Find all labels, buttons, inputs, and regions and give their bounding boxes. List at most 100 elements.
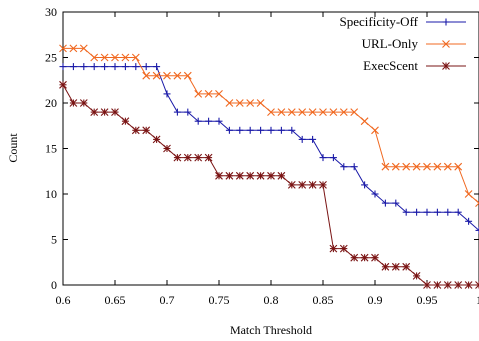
data-point	[350, 163, 358, 171]
data-point	[423, 281, 431, 289]
data-point	[433, 281, 442, 289]
data-point	[59, 80, 67, 89]
series-line-specificity-off	[63, 66, 479, 231]
data-point	[173, 153, 182, 162]
data-point	[287, 108, 296, 116]
data-point	[277, 108, 286, 116]
data-point	[350, 253, 359, 262]
data-point	[381, 262, 390, 271]
data-point	[371, 126, 379, 135]
data-point	[163, 144, 171, 153]
data-point	[444, 208, 452, 216]
data-point	[173, 71, 182, 80]
data-point	[79, 44, 88, 53]
data-point	[121, 53, 130, 62]
data-point	[183, 71, 192, 80]
data-point	[454, 208, 462, 216]
legend-item-execscent: ExecScent	[363, 58, 466, 73]
data-point	[319, 154, 327, 162]
series-specificity-off	[59, 63, 479, 234]
data-point	[308, 181, 317, 189]
x-tick-label: 0.65	[105, 293, 126, 307]
data-point	[340, 163, 348, 171]
y-tick-label: 10	[45, 187, 57, 201]
data-point	[392, 199, 400, 207]
data-point	[59, 63, 67, 71]
data-point	[391, 262, 400, 271]
data-point	[267, 126, 275, 134]
y-tick-label: 30	[45, 5, 57, 19]
data-point	[111, 108, 119, 116]
data-point	[142, 71, 151, 80]
data-point	[298, 181, 307, 189]
data-point	[80, 63, 88, 71]
data-point	[131, 53, 140, 62]
data-point	[90, 53, 99, 62]
data-point	[287, 181, 296, 189]
data-point	[464, 190, 473, 198]
data-point	[59, 44, 67, 53]
series-layer	[59, 44, 479, 289]
data-point	[371, 190, 379, 198]
data-point	[443, 162, 452, 171]
data-point	[443, 281, 452, 289]
data-point	[402, 262, 411, 271]
data-point	[142, 126, 151, 135]
data-point	[246, 99, 255, 107]
data-point	[412, 162, 421, 171]
data-point	[111, 63, 119, 71]
series-url-only	[59, 44, 479, 207]
data-point	[319, 108, 327, 116]
data-point	[256, 171, 265, 180]
data-point	[433, 162, 442, 171]
data-point	[142, 63, 150, 71]
data-point	[454, 162, 463, 171]
data-point	[194, 153, 203, 162]
x-tick-label: 1	[476, 293, 479, 307]
data-point	[225, 171, 234, 180]
data-point	[339, 244, 348, 253]
data-point	[121, 117, 130, 126]
x-tick-label: 0.7	[160, 293, 175, 307]
data-point	[329, 154, 337, 162]
legend-label: ExecScent	[363, 58, 418, 73]
data-point	[100, 53, 109, 62]
legend-label: URL-Only	[362, 36, 419, 51]
data-point	[173, 108, 181, 116]
y-tick-label: 5	[51, 233, 57, 247]
data-point	[194, 117, 202, 125]
data-point	[152, 135, 161, 144]
data-point	[246, 171, 255, 180]
data-point	[413, 208, 421, 216]
data-point	[111, 53, 119, 62]
data-point	[194, 90, 203, 98]
data-point	[329, 108, 338, 116]
axis-ticks: 0.6 0.65 0.7 0.75 0.8 0.85 0.9 0.95 105101520253…	[45, 5, 479, 307]
data-point	[184, 108, 192, 116]
data-point	[402, 162, 411, 171]
plot-frame	[62, 11, 479, 286]
data-point	[329, 244, 338, 253]
legend-swatch-marker	[442, 40, 450, 48]
data-point	[423, 162, 431, 171]
data-point	[256, 99, 265, 107]
data-point	[215, 171, 223, 180]
data-point	[152, 71, 161, 80]
data-point	[319, 181, 327, 189]
data-point	[475, 226, 479, 234]
data-point	[309, 135, 317, 143]
legend: Specificity-Off URL-Only ExecScent	[340, 14, 466, 73]
data-point	[131, 126, 140, 135]
x-tick-label: 0.75	[209, 293, 230, 307]
x-tick-label: 0.8	[264, 293, 279, 307]
data-point	[132, 63, 140, 71]
data-point	[465, 217, 473, 225]
data-point	[69, 44, 78, 53]
data-point	[402, 208, 410, 216]
data-point	[381, 199, 389, 207]
data-point	[163, 71, 171, 80]
data-point	[391, 162, 400, 171]
data-point	[433, 208, 441, 216]
data-point	[360, 117, 369, 126]
x-axis-label: Match Threshold	[230, 323, 312, 337]
